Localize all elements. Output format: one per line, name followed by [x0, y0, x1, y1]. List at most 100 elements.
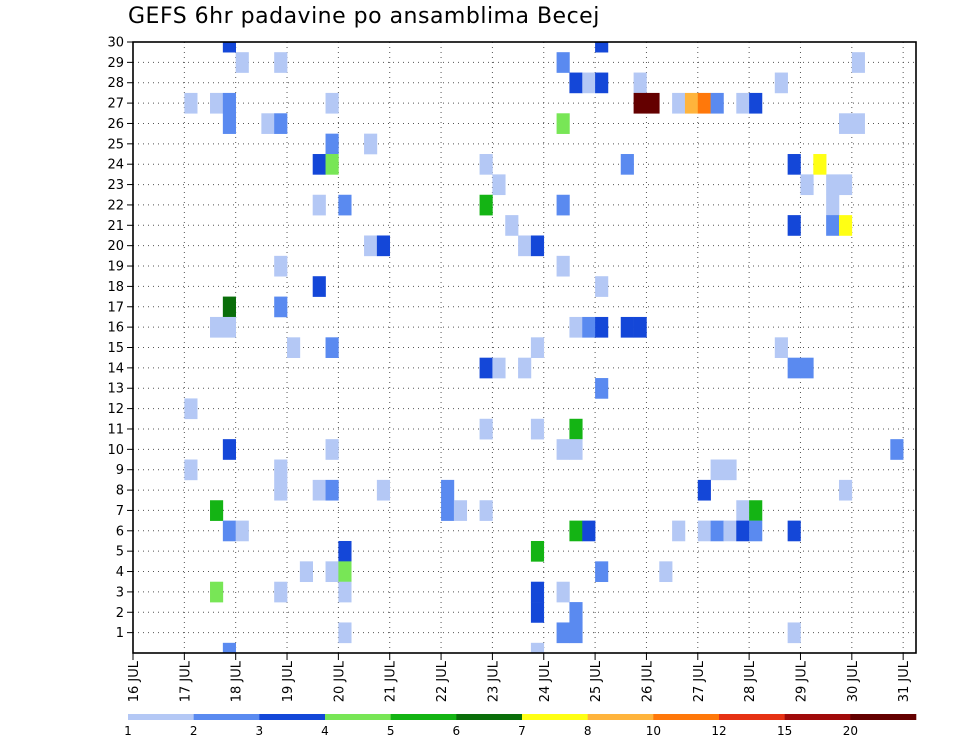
heatmap-cell: [325, 439, 339, 460]
heatmap-cell: [518, 357, 532, 379]
heatmap-cell: [338, 622, 352, 644]
heatmap-cell: [479, 154, 493, 175]
heatmap-cell: [890, 439, 904, 460]
heatmap-cell: [697, 520, 711, 542]
y-tick-label: 2: [116, 606, 124, 621]
heatmap-cell: [274, 52, 288, 73]
heatmap-cell: [787, 215, 801, 236]
heatmap-cell: [530, 235, 545, 257]
heatmap-cell: [838, 479, 853, 501]
heatmap-cell: [556, 194, 570, 216]
heatmap-cell: [710, 459, 724, 481]
heatmap-cell: [492, 174, 506, 196]
heatmap-cell: [287, 337, 301, 358]
heatmap-cell: [595, 378, 609, 399]
heatmap-cell: [530, 418, 545, 440]
heatmap-cell: [441, 479, 455, 501]
heatmap-cell: [261, 113, 275, 134]
heatmap-cell: [620, 316, 634, 338]
legend-swatch: [456, 714, 523, 720]
x-tick-label: 23 JUL: [486, 660, 501, 702]
heatmap-cell: [826, 215, 840, 236]
heatmap-cell: [736, 92, 750, 114]
legend-swatch: [325, 714, 391, 720]
heatmap-cell: [222, 296, 236, 318]
heatmap-cell: [556, 581, 570, 603]
heatmap-cell: [274, 581, 288, 603]
heatmap-cell: [556, 622, 570, 644]
heatmap-cell: [659, 561, 673, 583]
heatmap-cell: [325, 133, 339, 155]
legend-swatch: [784, 714, 851, 720]
x-tick-label: 28 JUL: [743, 660, 758, 702]
heatmap-cell: [453, 500, 468, 521]
y-tick-label: 4: [116, 565, 124, 580]
heatmap-cell: [569, 520, 583, 542]
legend-swatch: [390, 714, 457, 720]
heatmap-cell: [505, 215, 519, 236]
y-tick-label: 1: [116, 626, 124, 641]
heatmap-cell: [556, 113, 570, 134]
heatmap-cell: [851, 113, 865, 134]
legend-swatch: [587, 714, 654, 720]
x-tick-label: 16 JUL: [127, 660, 142, 702]
heatmap-cell: [697, 479, 711, 501]
heatmap-cell: [184, 398, 198, 420]
x-tick-label: 31 JUL: [897, 660, 912, 702]
heatmap-cell: [325, 561, 339, 583]
heatmap-cell: [184, 459, 198, 481]
heatmap-cell: [813, 154, 827, 175]
heatmap-cell: [787, 154, 801, 175]
x-axis: 16 JUL 17 JUL 18 JUL 19 JUL 20 JUL 21 JUL 22 J…: [127, 653, 912, 702]
heatmap-cell: [222, 520, 236, 542]
legend-label: 4: [321, 724, 329, 738]
x-tick-label: 25 JUL: [589, 660, 604, 702]
x-tick-label: 30 JUL: [846, 660, 861, 702]
heatmap-cell: [710, 520, 724, 542]
x-tick-label: 19 JUL: [281, 660, 296, 702]
heatmap-cell: [312, 154, 326, 175]
y-tick-label: 9: [116, 463, 124, 478]
legend-label: 10: [646, 724, 661, 738]
legend-label: 1: [124, 724, 132, 738]
y-tick-label: 3: [116, 585, 124, 600]
heatmap-cell: [274, 255, 288, 277]
x-tick-label: 18 JUL: [230, 660, 245, 702]
heatmap-cell: [479, 500, 493, 521]
heatmap-cell: [851, 52, 865, 73]
heatmap-cell: [222, 642, 236, 654]
heatmap-cell: [556, 255, 570, 277]
y-tick-label: 14: [107, 361, 124, 376]
y-tick-label: 22: [107, 198, 124, 213]
legend-swatch: [653, 714, 720, 720]
legend-label: 6: [453, 724, 461, 738]
heatmap-cell: [633, 316, 647, 338]
y-tick-label: 27: [107, 97, 124, 112]
heatmap-cell: [210, 316, 224, 338]
grid-lines: [132, 41, 916, 653]
legend-swatch: [522, 714, 588, 720]
chart-title: GEFS 6hr padavine po ansamblima Becej: [128, 4, 600, 29]
y-tick-label: 24: [107, 158, 124, 173]
heatmap-cell: [338, 561, 352, 583]
heatmap-cell: [684, 92, 699, 114]
heatmap-cell: [364, 235, 378, 257]
heatmap-cell: [710, 92, 724, 114]
x-tick-label: 21 JUL: [384, 660, 399, 702]
heatmap-cell: [800, 174, 814, 196]
heatmap-cell: [312, 276, 326, 297]
heatmap-cell: [530, 642, 545, 654]
heatmap-cell: [723, 459, 737, 481]
y-tick-label: 12: [107, 402, 124, 417]
y-tick-label: 15: [107, 341, 124, 356]
heatmap-cell: [595, 72, 609, 94]
legend-label: 20: [843, 724, 858, 738]
heatmap-cell: [672, 520, 686, 542]
y-tick-label: 17: [107, 300, 124, 315]
heatmap-cell: [826, 174, 840, 196]
heatmap-cell: [312, 479, 326, 501]
y-tick-label: 7: [116, 504, 124, 519]
heatmap-cell: [325, 92, 339, 114]
heatmap-cell: [569, 439, 583, 460]
heatmap-cell: [530, 540, 545, 562]
